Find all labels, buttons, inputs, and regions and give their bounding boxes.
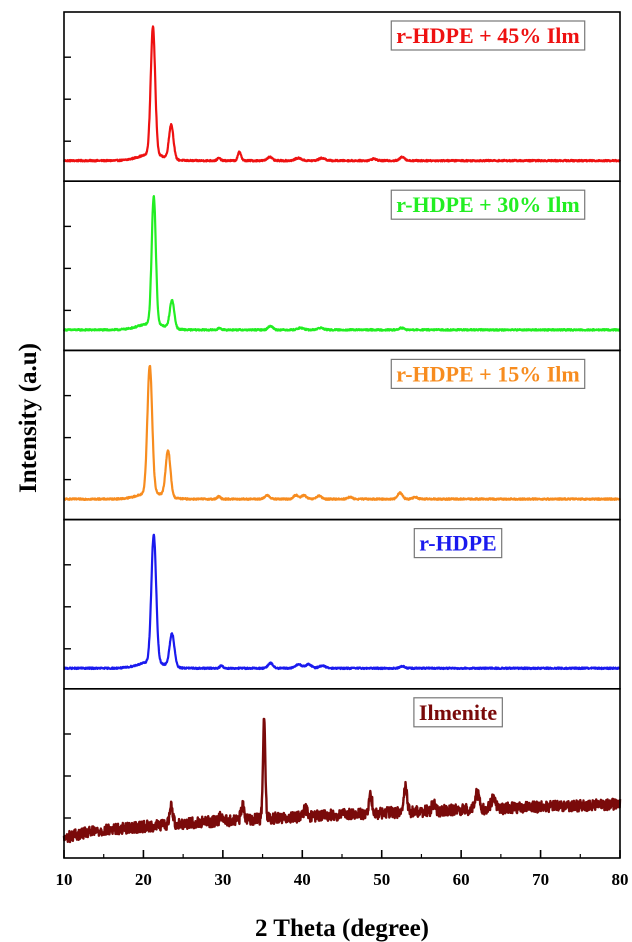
series-line-1 <box>62 25 622 163</box>
legend-label: r-HDPE + 30% Ilm <box>396 192 579 217</box>
x-axis-title: 2 Theta (degree) <box>255 915 429 942</box>
panel-frame <box>63 687 621 859</box>
legend-box <box>390 189 586 220</box>
legend-box <box>390 358 586 389</box>
panel-5: Ilmenite <box>62 687 622 859</box>
x-tick-label: 30 <box>214 870 231 889</box>
x-tick-label: 20 <box>135 870 152 889</box>
x-axis-ticks: 10 20 30 40 50 60 70 80 <box>56 850 629 889</box>
legend-label: Ilmenite <box>419 700 497 725</box>
panel-4: r-HDPE <box>63 518 621 690</box>
x-tick-label: 60 <box>453 870 470 889</box>
panel-frame <box>63 518 621 690</box>
x-tick-label: 40 <box>294 870 311 889</box>
legend-box <box>413 697 503 728</box>
series-line-2 <box>62 195 621 332</box>
panel-1: r-HDPE + 45% Ilm <box>62 11 622 182</box>
x-tick-label: 70 <box>532 870 549 889</box>
series-line-4 <box>63 533 621 671</box>
panel-2: r-HDPE + 30% Ilm <box>62 180 621 352</box>
x-tick-label: 50 <box>373 870 390 889</box>
chart-panels: r-HDPE + 45% Ilm r-HDPE + 30% Ilm r-HDPE +… <box>62 11 622 859</box>
panel-3: r-HDPE + 15% Ilm <box>63 349 622 521</box>
x-tick-label: 80 <box>612 870 629 889</box>
legend-label: r-HDPE + 45% Ilm <box>396 23 579 48</box>
legend-label: r-HDPE <box>419 531 496 556</box>
x-tick-label: 10 <box>56 870 73 889</box>
legend-label: r-HDPE + 15% Ilm <box>396 361 579 386</box>
legend-box <box>390 20 586 51</box>
series-line-3 <box>63 364 622 501</box>
legend-box <box>413 527 503 559</box>
y-axis-title: Intensity (a.u) <box>15 343 42 493</box>
series-line-5 <box>62 717 622 844</box>
